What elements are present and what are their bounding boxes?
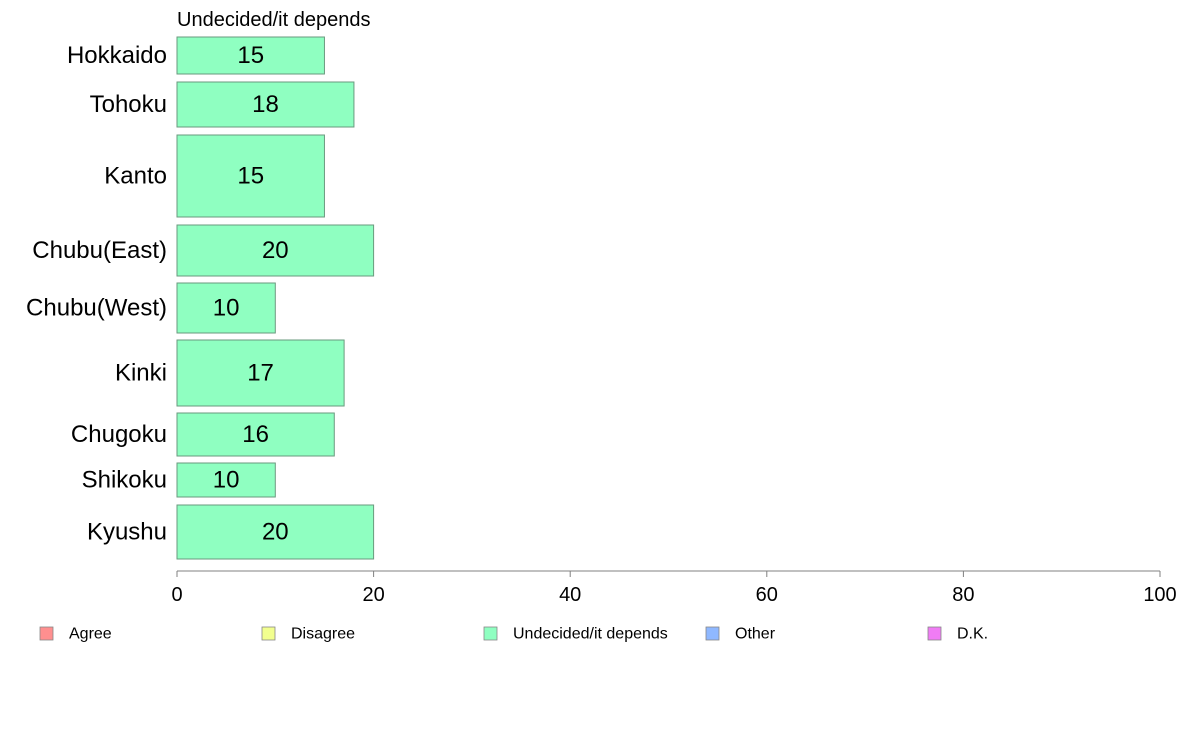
x-axis: 0 20 40 60 80 100 xyxy=(171,570,1177,606)
bar-tohoku xyxy=(176,81,355,128)
value-label: 15 xyxy=(237,163,264,190)
bar-chubu-east- xyxy=(176,224,375,277)
value-label: 16 xyxy=(242,421,269,448)
value-label: 18 xyxy=(252,91,279,118)
value-label: 10 xyxy=(213,295,240,322)
legend-swatch xyxy=(39,626,54,641)
category-label: Kinki xyxy=(115,360,167,387)
category-label: Kanto xyxy=(104,163,167,190)
category-label: Tohoku xyxy=(90,91,167,118)
value-label: 10 xyxy=(213,467,240,494)
category-label: Chugoku xyxy=(71,421,167,448)
legend-label: Disagree xyxy=(291,626,355,643)
legend-label: Undecided/it depends xyxy=(513,626,668,643)
bar-kanto xyxy=(176,134,325,218)
legend-label: Agree xyxy=(69,626,112,643)
bar-shikoku xyxy=(176,462,276,498)
bar-kinki xyxy=(176,339,345,407)
bar-chugoku xyxy=(176,412,335,457)
value-label: 20 xyxy=(262,519,289,546)
category-label: Chubu(West) xyxy=(26,295,167,322)
x-tick-label: 100 xyxy=(1143,584,1176,606)
category-label: Chubu(East) xyxy=(32,237,167,264)
legend-label: D.K. xyxy=(957,626,988,643)
bar-kyushu xyxy=(176,504,375,560)
value-label: 17 xyxy=(247,360,274,387)
x-tick-label: 40 xyxy=(559,584,581,606)
bar-hokkaido xyxy=(176,36,325,75)
category-label: Shikoku xyxy=(82,467,167,494)
bar-chubu-west- xyxy=(176,282,276,334)
chart-title: Undecided/it depends xyxy=(177,9,370,31)
x-tick-label: 0 xyxy=(171,584,182,606)
value-label: 15 xyxy=(237,42,264,69)
legend: Agree Disagree Undecided/it depends Other D.… xyxy=(39,626,988,643)
legend-swatch xyxy=(483,626,498,641)
legend-label: Other xyxy=(735,626,776,643)
x-tick-label: 20 xyxy=(362,584,384,606)
bars-group: Hokkaido 15 Tohoku 18 Kanto 15 Chubu(East) 20 Ch… xyxy=(26,36,375,560)
category-label: Kyushu xyxy=(87,519,167,546)
legend-swatch xyxy=(705,626,720,641)
legend-swatch xyxy=(261,626,276,641)
legend-swatch xyxy=(927,626,942,641)
category-label: Hokkaido xyxy=(67,42,167,69)
value-label: 20 xyxy=(262,237,289,264)
x-tick-label: 60 xyxy=(756,584,778,606)
x-tick-label: 80 xyxy=(952,584,974,606)
